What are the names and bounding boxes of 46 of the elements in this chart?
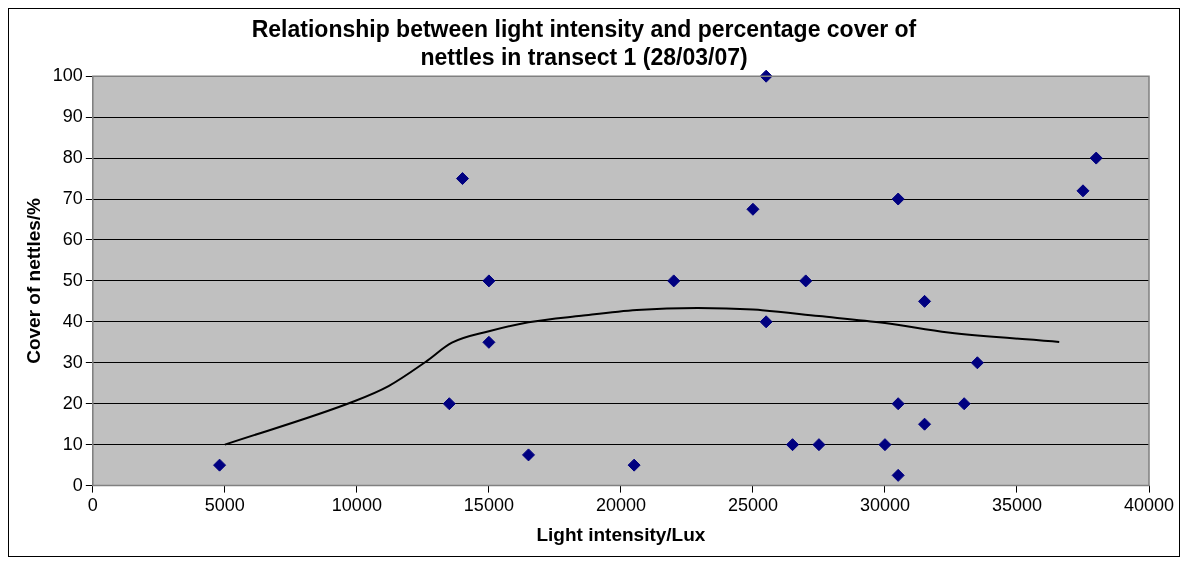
point [957,397,971,411]
point [891,192,905,206]
x-tick-label: 35000 [991,495,1043,516]
y-tick-label: 70 [62,187,83,208]
x-tick-label: 10000 [331,495,382,516]
point [812,438,826,452]
point [1076,184,1090,198]
y-tick-label: 50 [62,269,83,290]
y-tick-label: 90 [62,106,83,127]
y-tick-label: 20 [62,392,83,413]
point [627,458,641,472]
point [799,274,813,288]
x-tick-label: 20000 [595,495,646,516]
point [442,397,456,411]
x-tick-label: 30000 [859,495,910,516]
x-tick-label: 25000 [727,495,778,516]
point [482,335,496,349]
point [1089,151,1103,165]
x-axis-title: Light intensity/Lux [536,523,706,545]
point [970,356,984,370]
point [759,315,773,329]
point [746,202,760,216]
point [891,397,905,411]
point [891,468,905,482]
y-tick-label: 30 [62,351,83,372]
y-tick-label: 60 [62,228,83,249]
y-tick-label: 80 [62,147,83,168]
x-tick-label: 5000 [204,495,245,516]
x-tick-label: 15000 [463,495,514,516]
y-tick-label: 0 [72,474,83,495]
x-tick-label: 40000 [1123,495,1175,516]
point [213,458,227,472]
point [455,172,469,186]
point [878,438,892,452]
x-tick-label: 0 [87,495,98,516]
y-tick-label: 100 [52,65,83,86]
point [667,274,681,288]
point [786,438,800,452]
chart-title: Relationship between light intensity and percentage cover of nettles in transect 1 (28/03/07) [251,16,917,70]
point [522,448,535,462]
point [918,294,932,308]
y-axis-title: Cover of nettles/% [22,197,44,364]
y-tick-label: 10 [62,433,83,454]
y-tick-label: 40 [62,310,83,331]
point [918,417,932,431]
point [482,274,496,288]
